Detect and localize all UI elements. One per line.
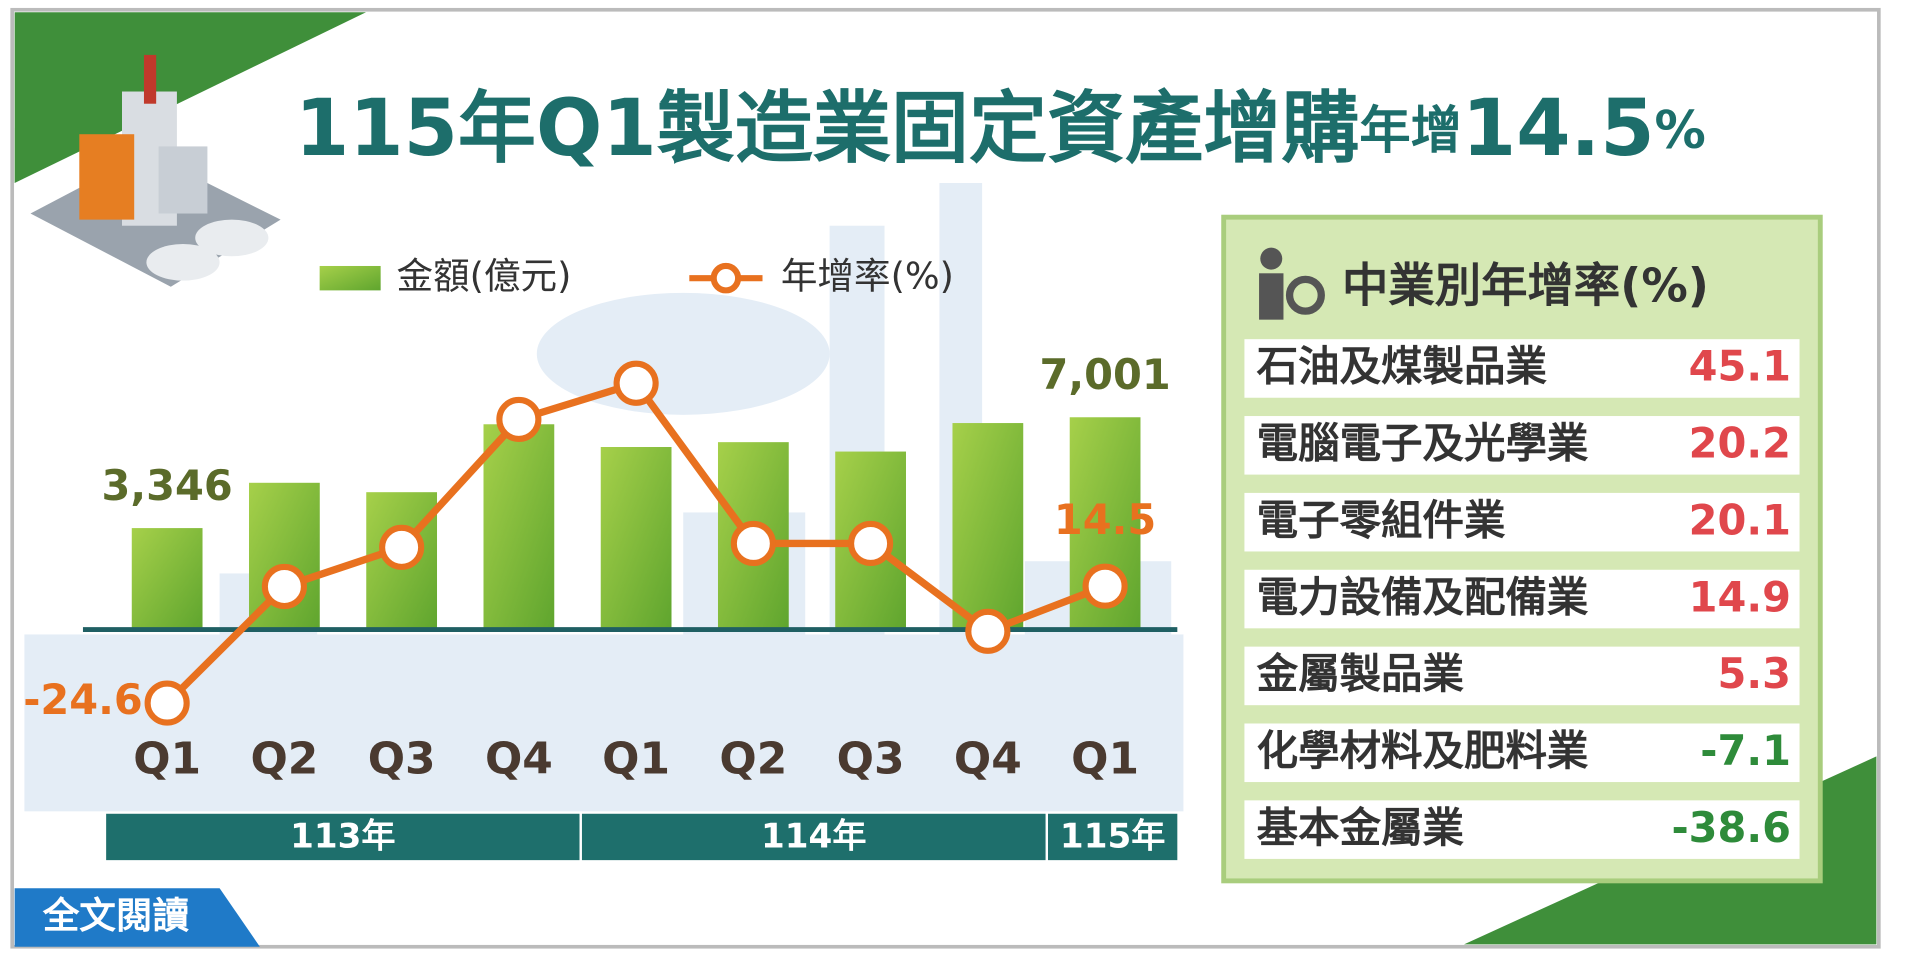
x-tick-label: Q1 xyxy=(1071,733,1139,784)
x-tick-label: Q2 xyxy=(250,733,318,784)
growth-marker xyxy=(730,520,776,567)
line-value-label: 14.5 xyxy=(1054,495,1156,544)
industry-name: 電子零組件業 xyxy=(1257,495,1506,544)
bar xyxy=(600,447,672,630)
x-tick-label: Q2 xyxy=(719,733,787,784)
x-tick-label: Q1 xyxy=(602,733,670,784)
year-label: 113年 xyxy=(290,817,395,857)
growth-marker xyxy=(848,520,894,567)
year-band xyxy=(581,813,1046,861)
growth-marker xyxy=(379,524,425,570)
panel-row xyxy=(1244,339,1800,398)
industry-growth: 5.3 xyxy=(1718,649,1791,698)
title-main: 115年Q1製造業固定資產增購 xyxy=(295,85,1359,175)
legend-marker xyxy=(710,262,742,294)
panel-row xyxy=(1244,800,1800,859)
x-tick-label: Q4 xyxy=(954,733,1022,784)
year-band xyxy=(1048,813,1178,861)
read-more-button[interactable] xyxy=(14,888,260,947)
legend-label: 金額(億元) xyxy=(397,255,572,298)
panel-icon xyxy=(1259,247,1325,320)
growth-marker xyxy=(144,680,190,726)
panel-row xyxy=(1244,416,1800,475)
industry-name: 金屬製品業 xyxy=(1256,649,1465,698)
growth-marker xyxy=(965,608,1011,654)
industry-name: 基本金屬業 xyxy=(1257,803,1465,852)
read-more-label[interactable]: 全文閱讀 xyxy=(42,894,190,937)
industry-growth: -38.6 xyxy=(1671,803,1791,852)
panel-row xyxy=(1244,492,1800,552)
industry-growth: 20.2 xyxy=(1689,419,1791,468)
x-tick-label: Q3 xyxy=(837,733,905,784)
panel-row xyxy=(1244,723,1800,783)
year-band xyxy=(106,813,580,861)
industry-growth: -7.1 xyxy=(1700,726,1791,775)
panel-row xyxy=(1244,646,1800,706)
growth-marker xyxy=(261,563,307,610)
bar-value-label: 3,346 xyxy=(102,461,233,510)
industry-growth: 20.1 xyxy=(1689,495,1791,544)
year-label: 114年 xyxy=(761,817,866,857)
title: 115年Q1製造業固定資產增購年增14.5% xyxy=(295,85,1706,175)
industry-growth: 14.9 xyxy=(1689,572,1791,621)
x-tick-label: Q1 xyxy=(133,733,201,784)
industry-name: 化學材料及肥料業 xyxy=(1257,726,1589,775)
x-tick-label: Q4 xyxy=(485,733,553,784)
growth-marker xyxy=(613,360,659,406)
growth-marker xyxy=(1082,563,1128,609)
x-tick-label: Q3 xyxy=(368,733,436,784)
panel-row xyxy=(1244,569,1800,629)
bar xyxy=(483,424,555,630)
industry-name: 電力設備及配備業 xyxy=(1257,572,1589,621)
industry-growth: 45.1 xyxy=(1689,342,1791,391)
growth-marker xyxy=(496,396,542,442)
industry-name: 石油及煤製品業 xyxy=(1257,342,1548,391)
title-number: 14.5 xyxy=(1462,85,1655,175)
title-unit: % xyxy=(1655,101,1706,161)
line-value-label: -24.6 xyxy=(23,675,143,724)
panel-title: 中業別年增率(%) xyxy=(1342,259,1709,313)
bar xyxy=(131,528,203,630)
year-label: 115年 xyxy=(1060,817,1165,857)
industry-name: 電腦電子及光學業 xyxy=(1257,419,1589,468)
title-sub: 年增 xyxy=(1359,101,1461,161)
bar xyxy=(952,423,1024,630)
bar-value-label: 7,001 xyxy=(1040,350,1171,399)
factory-icon xyxy=(30,54,281,287)
legend-swatch xyxy=(319,265,381,291)
legend-label: 年增率(%) xyxy=(781,255,954,298)
